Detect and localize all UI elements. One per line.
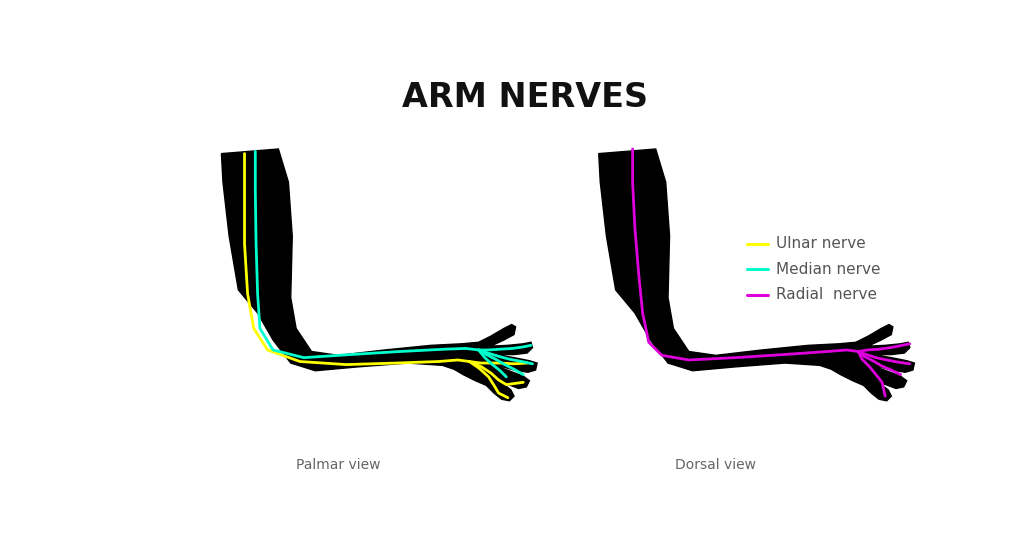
Text: ARM NERVES: ARM NERVES — [401, 81, 648, 114]
Text: Palmar view: Palmar view — [296, 458, 381, 472]
Polygon shape — [221, 149, 538, 401]
Text: Dorsal view: Dorsal view — [675, 458, 757, 472]
Text: Radial  nerve: Radial nerve — [776, 287, 877, 302]
Text: Median nerve: Median nerve — [776, 261, 881, 276]
Polygon shape — [599, 149, 914, 401]
Text: Ulnar nerve: Ulnar nerve — [776, 236, 865, 251]
